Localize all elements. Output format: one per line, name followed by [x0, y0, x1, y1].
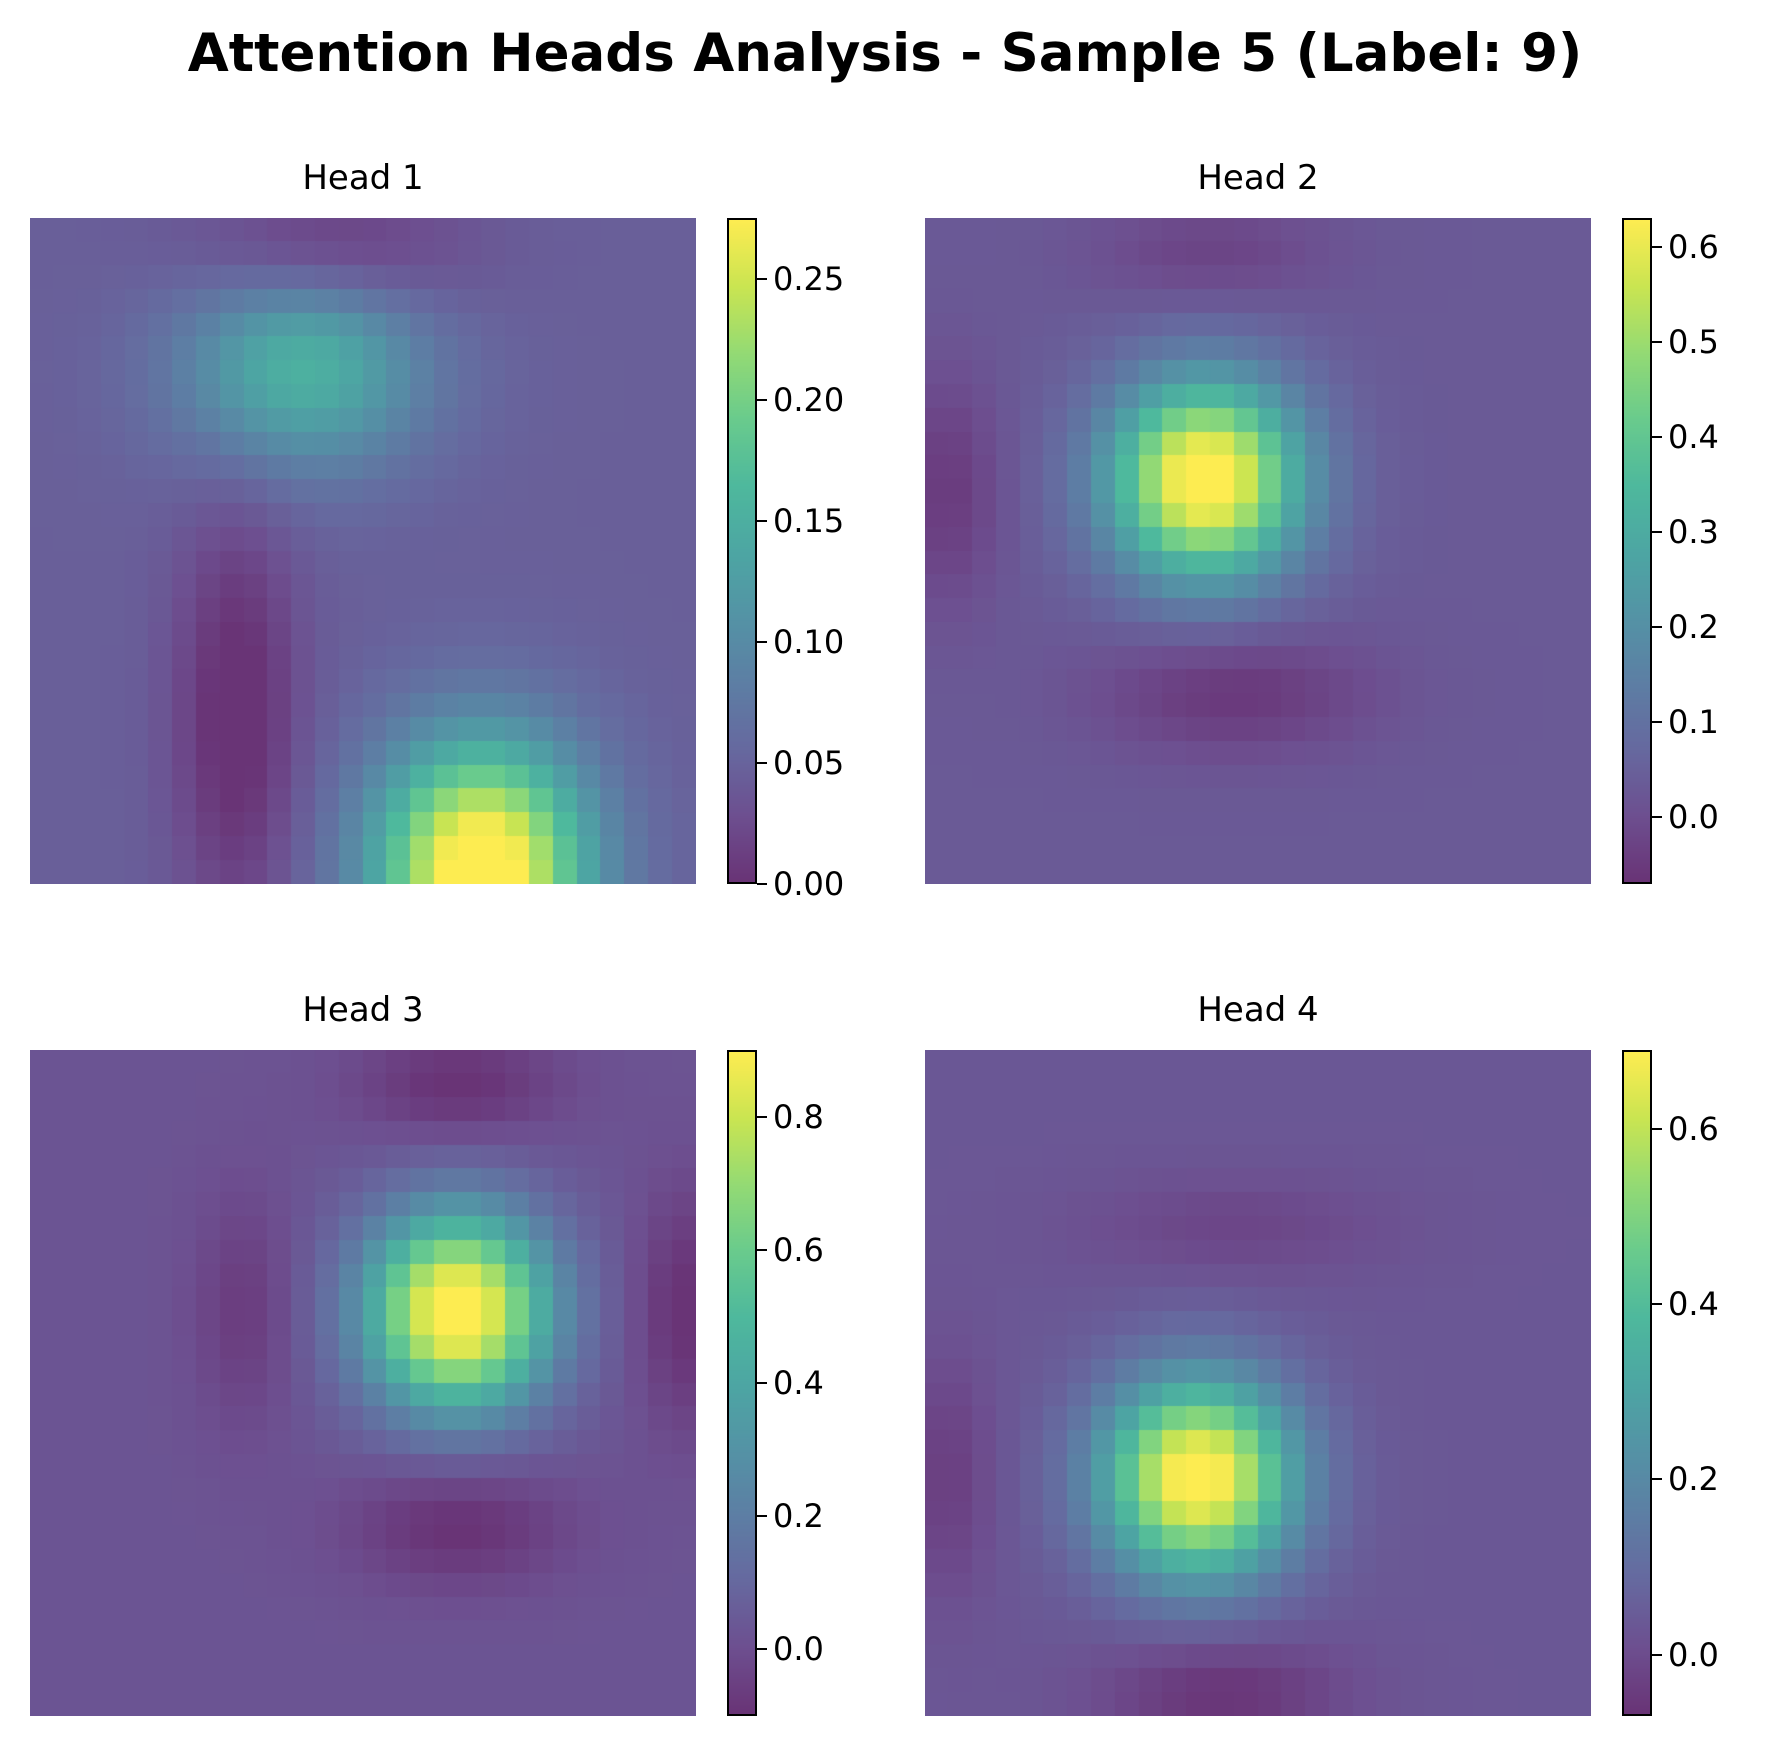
colorbar-tick [757, 1248, 767, 1251]
colorbar-tick [1652, 721, 1662, 724]
panel-title: Head 2 [1197, 158, 1319, 198]
colorbar-tick-label: 0.4 [773, 1364, 824, 1402]
colorbar-tick [757, 398, 767, 401]
colorbar-tick-label: 0.0 [1668, 798, 1719, 837]
colorbar-tick-label: 0.15 [773, 501, 845, 540]
colorbar-tick-label: 0.0 [1668, 1635, 1719, 1674]
figure-title: Attention Heads Analysis - Sample 5 (Lab… [187, 23, 1583, 84]
colorbar-tick [757, 640, 767, 643]
colorbar-tick-label: 0.6 [1668, 227, 1719, 266]
colorbar-tick [1652, 340, 1662, 343]
colorbar-tick [1652, 1127, 1662, 1130]
colorbar-tick-label: 0.25 [773, 259, 845, 298]
attention-heatmap [925, 218, 1591, 884]
colorbar-tick-label: 0.4 [1668, 417, 1719, 456]
colorbar-tick-label: 0.8 [773, 1097, 824, 1136]
colorbar-tick [757, 761, 767, 764]
panel-title: Head 1 [302, 158, 424, 198]
colorbar-tick-label: 0.10 [773, 622, 845, 661]
colorbar-tick [1652, 435, 1662, 438]
colorbar-tick [757, 1382, 767, 1384]
colorbar-tick-label: 0.05 [773, 743, 845, 782]
colorbar-tick [1652, 1303, 1662, 1306]
colorbar [727, 1050, 757, 1716]
colorbar [1622, 1050, 1652, 1716]
colorbar-tick-label: 0.2 [1668, 608, 1719, 647]
colorbar-tick [1652, 245, 1662, 248]
colorbar-tick [757, 883, 767, 885]
panel-title: Head 3 [302, 990, 424, 1030]
colorbar-tick-label: 0.2 [773, 1497, 824, 1536]
colorbar-tick-label: 0.6 [1668, 1109, 1719, 1148]
colorbar-tick-label: 0.1 [1668, 703, 1719, 742]
attention-heatmap [30, 218, 696, 884]
colorbar-tick-label: 0.20 [773, 380, 845, 419]
colorbar-tick [757, 1515, 767, 1518]
colorbar-tick [757, 277, 767, 280]
colorbar-tick-label: 0.00 [773, 865, 845, 903]
colorbar-tick [757, 1115, 767, 1118]
colorbar-tick [1652, 626, 1662, 629]
colorbar-tick-label: 0.5 [1668, 322, 1719, 361]
colorbar-tick [757, 519, 767, 522]
colorbar-tick [1652, 1653, 1662, 1656]
colorbar [1622, 218, 1652, 884]
colorbar-tick-label: 0.0 [773, 1630, 824, 1669]
colorbar [727, 218, 757, 884]
colorbar-tick [1652, 816, 1662, 819]
colorbar-tick [1652, 530, 1662, 533]
panel-title: Head 4 [1197, 990, 1319, 1030]
attention-heatmap [30, 1050, 696, 1716]
colorbar-tick [757, 1648, 767, 1651]
colorbar-tick-label: 0.3 [1668, 512, 1719, 551]
colorbar-tick-label: 0.4 [1668, 1285, 1719, 1324]
colorbar-tick-label: 0.2 [1668, 1460, 1719, 1499]
attention-heatmap [925, 1050, 1591, 1716]
colorbar-tick [1652, 1478, 1662, 1481]
colorbar-tick-label: 0.6 [773, 1230, 824, 1269]
